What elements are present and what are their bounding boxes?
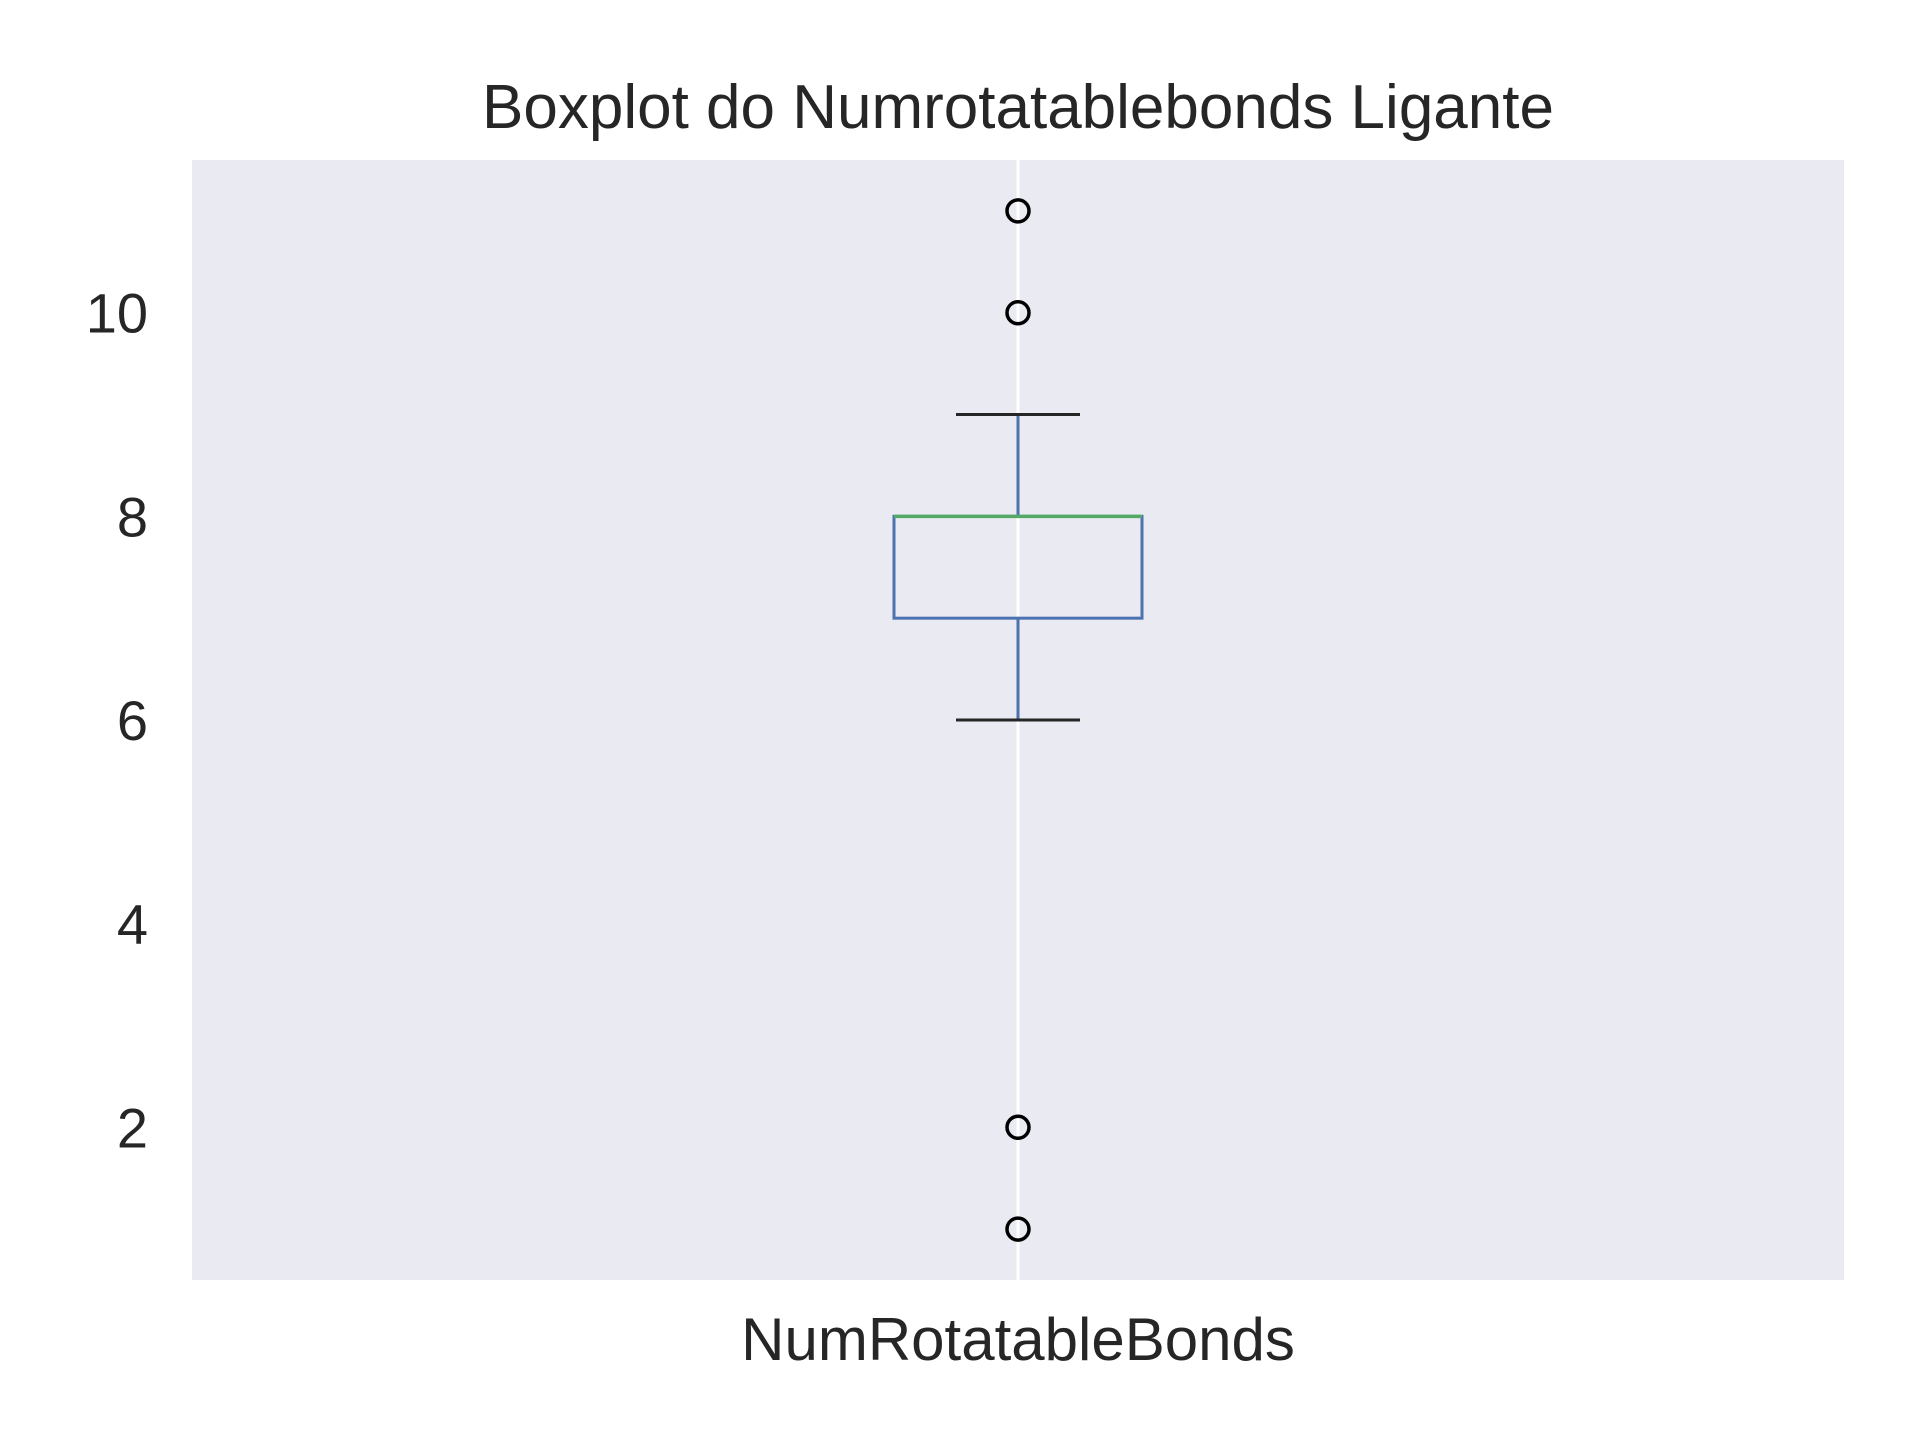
- outlier-point: [1005, 1216, 1031, 1242]
- outlier-group: [1005, 198, 1031, 1242]
- y-tick-label: 6: [117, 689, 148, 752]
- outlier-point: [1005, 1114, 1031, 1141]
- outlier-point: [1005, 299, 1031, 326]
- y-tick-label: 10: [86, 282, 148, 345]
- chart-title: Boxplot do Numrotatablebonds Ligante: [482, 73, 1554, 142]
- y-tick-label: 4: [117, 893, 148, 956]
- y-axis-ticks: 2 4 6 8 10: [86, 282, 148, 1160]
- box-group: [892, 413, 1144, 722]
- y-tick-label: 8: [117, 485, 148, 548]
- outlier-point: [1005, 198, 1031, 224]
- x-tick-label: NumRotatableBonds: [741, 1306, 1295, 1373]
- y-tick-label: 2: [117, 1096, 148, 1159]
- x-axis-ticks: NumRotatableBonds: [741, 1306, 1295, 1373]
